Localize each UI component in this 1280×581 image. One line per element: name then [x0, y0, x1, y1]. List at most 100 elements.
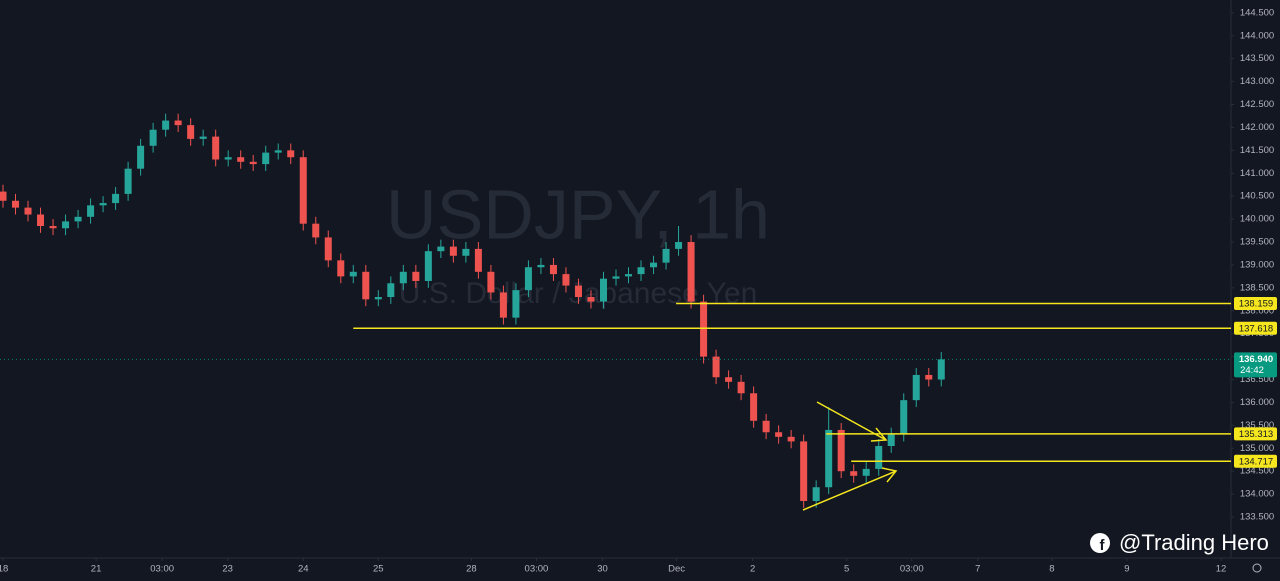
- level-label-box: [1234, 427, 1277, 441]
- candle-body: [337, 260, 345, 277]
- candle-body: [762, 420, 770, 433]
- plot: 133.500 134.000 134.500 135.000 135.500 136.0…: [0, 7, 1277, 575]
- y-tick-label: 136.000: [1240, 397, 1274, 408]
- candle-body: [787, 436, 795, 442]
- candle-body: [549, 264, 557, 275]
- footer-text: @Trading Hero: [1119, 530, 1269, 555]
- candle-body: [149, 129, 157, 146]
- candle-body: [324, 237, 332, 261]
- candle-body: [299, 157, 307, 224]
- candle-body: [212, 136, 220, 160]
- candle-body: [737, 381, 745, 394]
- candle-body: [312, 223, 320, 238]
- x-tick-label: 2: [750, 564, 755, 575]
- y-tick-label: 144.500: [1240, 7, 1274, 18]
- level-label: 138.159: [1239, 299, 1273, 310]
- y-tick-label: 140.000: [1240, 214, 1274, 225]
- candle-body: [912, 374, 920, 401]
- candle-body: [437, 246, 445, 252]
- candle-body: [462, 248, 470, 256]
- candle-body: [449, 246, 457, 256]
- candle-body: [812, 487, 820, 501]
- y-tick-label: 141.000: [1240, 168, 1274, 179]
- candle-body: [850, 471, 858, 476]
- x-tick-label: 5: [844, 564, 849, 575]
- candle-body: [387, 283, 395, 298]
- candle-body: [499, 292, 507, 318]
- x-tick-label: 18: [0, 564, 8, 575]
- candle-body: [862, 468, 870, 476]
- y-tick-label: 142.500: [1240, 99, 1274, 110]
- candle-body: [775, 432, 783, 437]
- candle-body: [124, 168, 132, 194]
- candle-body: [349, 271, 357, 277]
- x-tick-label: 21: [91, 564, 102, 575]
- candle-body: [262, 152, 270, 165]
- candle-body: [800, 441, 808, 501]
- candle-body: [524, 267, 532, 291]
- candle-body: [562, 274, 570, 286]
- settings-icon[interactable]: [1252, 563, 1262, 573]
- x-tick-label: Dec: [668, 564, 685, 575]
- y-tick-label: 134.500: [1240, 466, 1274, 477]
- candle-body: [637, 267, 645, 275]
- arrow-head: [881, 467, 898, 483]
- candle-body: [875, 445, 883, 469]
- facebook-glyph: f: [1100, 537, 1106, 554]
- watermark-title: USDJPY, 1h: [386, 175, 770, 253]
- y-tick-label: 143.500: [1240, 53, 1274, 64]
- candle-body: [662, 248, 670, 263]
- candle-body: [287, 150, 295, 158]
- candle-body: [937, 359, 945, 380]
- candle-body: [99, 203, 107, 206]
- candle-body: [424, 251, 432, 281]
- candle-body: [224, 157, 232, 160]
- candle-body: [537, 264, 545, 268]
- x-tick-label: 24: [298, 564, 309, 575]
- y-tick-label: 138.000: [1240, 305, 1274, 316]
- y-tick-label: 139.000: [1240, 259, 1274, 270]
- candle-body: [725, 377, 733, 382]
- candle-body: [249, 161, 257, 165]
- candle-body: [599, 278, 607, 302]
- candle-body: [62, 221, 70, 229]
- candle-body: [837, 429, 845, 472]
- candle-body: [412, 271, 420, 281]
- level-label-box: [1234, 296, 1277, 310]
- y-tick-label: 144.000: [1240, 30, 1274, 41]
- candle-body: [24, 207, 32, 215]
- footer-brand: f @Trading Hero: [1090, 530, 1269, 555]
- y-tick-label: 142.000: [1240, 122, 1274, 133]
- candle-body: [74, 216, 82, 222]
- candle-body: [900, 400, 908, 435]
- candle-body: [625, 274, 633, 277]
- candle-body: [925, 374, 933, 380]
- x-tick-label: 03:00: [150, 564, 174, 575]
- x-tick-label: 23: [222, 564, 233, 575]
- candle-body: [12, 200, 20, 208]
- candle-body: [274, 150, 282, 153]
- x-tick-label: 03:00: [525, 564, 549, 575]
- candle-body: [587, 297, 595, 302]
- x-tick-label: 9: [1124, 564, 1129, 575]
- x-tick-label: 25: [373, 564, 384, 575]
- candle-body: [675, 242, 683, 249]
- facebook-icon: [1090, 533, 1110, 553]
- candle-body: [887, 434, 895, 446]
- x-tick-label: 03:00: [900, 564, 924, 575]
- candle-body: [374, 297, 382, 300]
- y-tick-label: 135.000: [1240, 443, 1274, 454]
- candle-body: [187, 125, 195, 139]
- candle-body: [712, 356, 720, 378]
- candle-body: [574, 285, 582, 298]
- y-tick-label: 135.500: [1240, 420, 1274, 431]
- candle-body: [137, 145, 145, 169]
- candle-body: [237, 157, 245, 162]
- x-tick-label: 12: [1216, 564, 1227, 575]
- candle-body: [750, 393, 758, 421]
- level-label: 137.618: [1239, 323, 1273, 334]
- x-tick-label: 8: [1049, 564, 1054, 575]
- level-label-box: [1234, 454, 1277, 468]
